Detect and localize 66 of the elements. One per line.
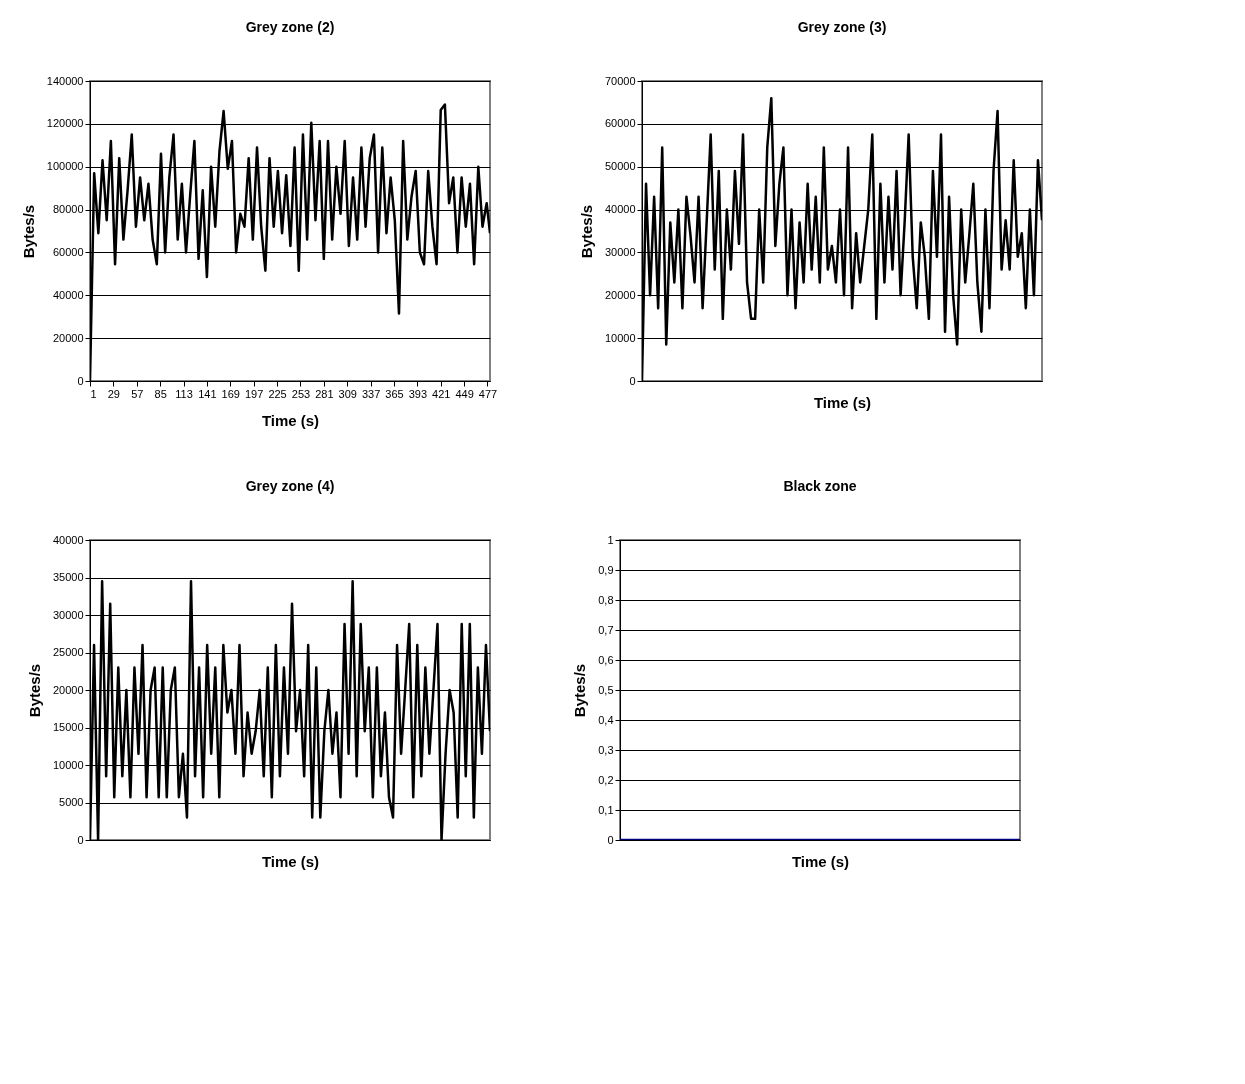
- x-axis-title: Time (s): [791, 852, 850, 870]
- y-tick-label: 120000: [46, 117, 84, 130]
- y-tick-label: 10000: [52, 758, 84, 771]
- y-tick-label: 0: [77, 374, 84, 387]
- y-tick-label: 20000: [604, 288, 636, 301]
- y-tick-label: 50000: [604, 160, 636, 173]
- y-tick-label: 30000: [604, 245, 636, 258]
- y-axis-title: Bytes/s: [25, 663, 43, 718]
- y-tick-label: 0,3: [598, 743, 614, 756]
- y-tick-label: 0,8: [598, 593, 614, 606]
- x-tick-label: 141: [198, 387, 217, 400]
- x-tick-label: 421: [432, 387, 451, 400]
- chart-title: Grey zone (2): [245, 19, 335, 35]
- y-tick-label: 1: [607, 533, 614, 546]
- y-tick-label: 0,9: [598, 563, 614, 576]
- y-tick-label: 0: [77, 833, 84, 846]
- y-tick-label: 0: [607, 833, 614, 846]
- x-tick-label: 477: [478, 387, 498, 400]
- y-tick-label: 140000: [46, 74, 84, 87]
- x-tick-label: 29: [107, 387, 121, 400]
- y-tick-label: 40000: [52, 288, 84, 301]
- y-tick-label: 60000: [604, 117, 636, 130]
- x-axis-title: Time (s): [813, 393, 872, 411]
- x-tick-label: 365: [385, 387, 404, 400]
- y-axis-title: Bytes/s: [19, 204, 37, 259]
- y-tick-label: 60000: [52, 245, 84, 258]
- x-tick-label: 85: [154, 387, 167, 400]
- y-tick-label: 5000: [59, 796, 84, 808]
- y-tick-label: 40000: [604, 203, 636, 216]
- y-tick-label: 30000: [52, 608, 84, 621]
- y-tick-label: 100000: [46, 160, 84, 173]
- x-tick-label: 113: [175, 387, 193, 400]
- y-axis-title: Bytes/s: [577, 204, 595, 259]
- chart-title: Black zone: [783, 478, 857, 494]
- x-tick-label: 309: [338, 387, 357, 400]
- x-tick-label: 197: [244, 387, 264, 400]
- y-tick-label: 70000: [604, 74, 636, 87]
- y-tick-label: 0: [629, 374, 636, 387]
- x-axis-title: Time (s): [261, 852, 320, 870]
- chart-title: Grey zone (3): [797, 19, 887, 35]
- x-tick-label: 225: [268, 387, 287, 400]
- y-tick-label: 25000: [52, 646, 84, 658]
- y-tick-label: 10000: [604, 331, 636, 344]
- x-tick-label: 449: [455, 387, 474, 400]
- y-tick-label: 0,7: [598, 623, 614, 636]
- x-tick-label: 281: [315, 387, 334, 400]
- y-tick-label: 40000: [52, 533, 84, 546]
- x-tick-label: 169: [221, 387, 240, 400]
- x-tick-label: 1: [90, 387, 97, 400]
- chart-title: Grey zone (4): [245, 478, 335, 494]
- x-axis-title: Time (s): [261, 411, 320, 429]
- x-tick-label: 337: [361, 387, 381, 400]
- y-tick-label: 0,6: [598, 653, 614, 666]
- y-tick-label: 20000: [52, 683, 84, 696]
- y-axis-title: Bytes/s: [571, 663, 589, 718]
- y-tick-label: 0,1: [598, 803, 614, 816]
- x-tick-label: 253: [291, 387, 311, 400]
- x-tick-label: 393: [408, 387, 428, 400]
- y-tick-label: 0,4: [598, 713, 614, 726]
- y-tick-label: 0,5: [598, 683, 614, 696]
- y-tick-label: 20000: [52, 331, 84, 344]
- y-tick-label: 35000: [52, 571, 84, 583]
- y-tick-label: 15000: [52, 721, 84, 733]
- y-tick-label: 80000: [52, 203, 84, 216]
- x-tick-label: 57: [131, 387, 144, 400]
- y-tick-label: 0,2: [598, 773, 614, 786]
